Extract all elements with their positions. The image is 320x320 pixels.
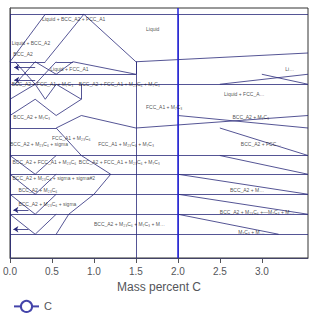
svg-text:BCC_A2 + FCC_A1 + M₇C₃: BCC_A2 + FCC_A1 + M₇C₃ bbox=[12, 81, 74, 87]
svg-text:0.0: 0.0 bbox=[3, 266, 17, 277]
svg-text:BCC_A2 + M₂₃C₆: BCC_A2 + M₂₃C₆ bbox=[18, 187, 57, 193]
svg-text:2.0: 2.0 bbox=[171, 266, 185, 277]
svg-text:FCC_A1 + M₇C₃: FCC_A1 + M₇C₃ bbox=[146, 104, 182, 110]
svg-text:FCC_A1 + M₂₃C₆ + M₇C₃: FCC_A1 + M₂₃C₆ + M₇C₃ bbox=[98, 141, 154, 147]
svg-text:BCC_A2 + M₂₃C₆ +―M₇C₃ + M…: BCC_A2 + M₂₃C₆ +―M₇C₃ + M… bbox=[220, 209, 295, 215]
svg-text:Mass percent C: Mass percent C bbox=[117, 280, 201, 294]
svg-text:BCC_A2 + M₂₃C₆ + M₇C₃ + M…: BCC_A2 + M₂₃C₆ + M₇C₃ + M… bbox=[94, 221, 165, 227]
svg-text:BCC_A2 + M…: BCC_A2 + M… bbox=[230, 187, 264, 193]
svg-text:BCC_A2: BCC_A2 bbox=[13, 51, 33, 57]
svg-text:C: C bbox=[44, 300, 52, 312]
svg-text:Liquid + BCC_A2 + FCC_A1: Liquid + BCC_A2 + FCC_A1 bbox=[42, 16, 106, 22]
svg-text:1.5: 1.5 bbox=[129, 266, 143, 277]
svg-text:BCC_A2 + FCC_A1 + M₂₃C₆ + M₇C₃: BCC_A2 + FCC_A1 + M₂₃C₆ + M₇C₃ bbox=[79, 159, 160, 165]
svg-text:3.0: 3.0 bbox=[255, 266, 269, 277]
svg-text:Liquid + FCC_A1: Liquid + FCC_A1 bbox=[50, 66, 88, 72]
svg-text:BCC_A2 + M₂₃C₆ + sigma + sigma: BCC_A2 + M₂₃C₆ + sigma + sigma#2 bbox=[13, 175, 96, 181]
svg-text:BCC_A2 + M₇C₃: BCC_A2 + M₇C₃ bbox=[232, 114, 269, 120]
svg-text:0.5: 0.5 bbox=[45, 266, 59, 277]
svg-text:2.5: 2.5 bbox=[213, 266, 227, 277]
svg-text:BCC_A2 + FCC…: BCC_A2 + FCC… bbox=[241, 141, 281, 147]
svg-text:Liquid + FCC_A…: Liquid + FCC_A… bbox=[224, 91, 264, 97]
svg-text:BCC_A2 + M₂₃C₆ + sigma: BCC_A2 + M₂₃C₆ + sigma bbox=[18, 201, 76, 207]
svg-text:FCC_A1 + M₂₃C₆: FCC_A1 + M₂₃C₆ bbox=[52, 135, 91, 141]
svg-text:Li…: Li… bbox=[285, 66, 294, 72]
svg-text:BCC_A2 + M₂₃C₆ + sigma: BCC_A2 + M₂₃C₆ + sigma bbox=[10, 141, 68, 147]
svg-text:BCC_A2 + FCC_A1 + M₂₃C₆: BCC_A2 + FCC_A1 + M₂₃C₆ bbox=[13, 159, 77, 165]
svg-text:Liquid + BCC_A2: Liquid + BCC_A2 bbox=[12, 40, 51, 46]
svg-text:1.0: 1.0 bbox=[87, 266, 101, 277]
svg-text:M₇C₃ + M…: M₇C₃ + M… bbox=[238, 229, 264, 235]
svg-text:Liquid: Liquid bbox=[146, 26, 160, 32]
svg-text:BCC_A2 + M₇C₃: BCC_A2 + M₇C₃ bbox=[13, 114, 50, 120]
svg-text:BCC_A2 + FCC_A1 + M₂₃C₆ + M₇C₃: BCC_A2 + FCC_A1 + M₂₃C₆ + M₇C₃ bbox=[79, 81, 160, 87]
